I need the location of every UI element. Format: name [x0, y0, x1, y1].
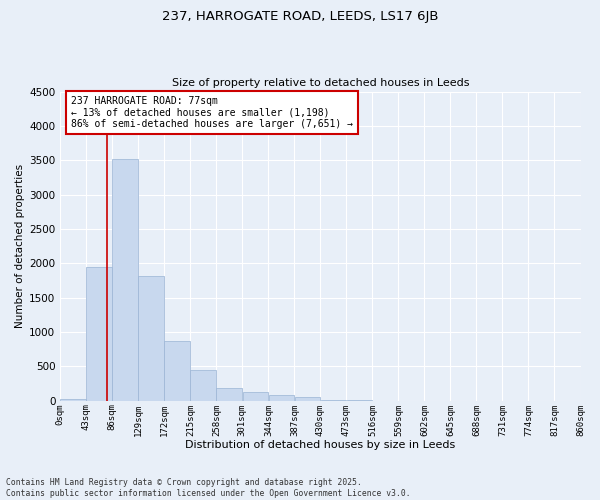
Bar: [61, 398, 86, 401]
Text: Contains HM Land Registry data © Crown copyright and database right 2025.
Contai: Contains HM Land Registry data © Crown c…: [6, 478, 410, 498]
Bar: [190, 370, 216, 401]
Bar: [164, 341, 190, 401]
Bar: [139, 276, 164, 401]
Y-axis label: Number of detached properties: Number of detached properties: [15, 164, 25, 328]
Bar: [295, 398, 320, 401]
Bar: [242, 392, 268, 401]
Bar: [112, 159, 138, 401]
Bar: [269, 394, 294, 401]
Bar: [86, 267, 112, 401]
X-axis label: Distribution of detached houses by size in Leeds: Distribution of detached houses by size …: [185, 440, 455, 450]
Text: 237, HARROGATE ROAD, LEEDS, LS17 6JB: 237, HARROGATE ROAD, LEEDS, LS17 6JB: [162, 10, 438, 23]
Bar: [320, 400, 346, 401]
Title: Size of property relative to detached houses in Leeds: Size of property relative to detached ho…: [172, 78, 469, 88]
Bar: [217, 388, 242, 401]
Text: 237 HARROGATE ROAD: 77sqm
← 13% of detached houses are smaller (1,198)
86% of se: 237 HARROGATE ROAD: 77sqm ← 13% of detac…: [71, 96, 353, 130]
